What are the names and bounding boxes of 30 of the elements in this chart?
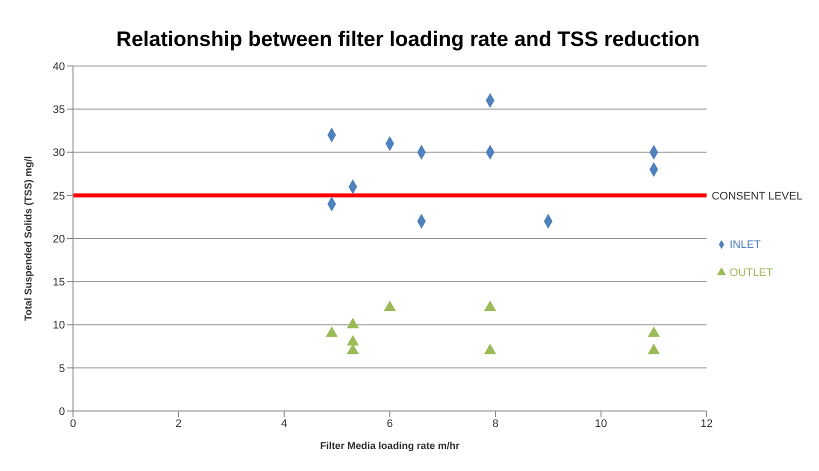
y-tick-label: 15 <box>52 276 65 289</box>
x-tick-label: 8 <box>492 418 498 430</box>
x-tick-label: 4 <box>281 418 288 430</box>
y-tick-label: 30 <box>52 147 65 160</box>
y-tick-label: 5 <box>58 362 65 375</box>
y-tick-label: 0 <box>58 406 65 418</box>
x-tick-label: 6 <box>386 418 393 430</box>
x-tick-label: 10 <box>594 418 608 430</box>
legend-label: OUTLET <box>730 266 773 278</box>
point <box>346 334 359 346</box>
chart-title: Relationship between filter loading rate and TSS reduction <box>115 27 701 53</box>
point <box>648 344 660 354</box>
y-tick-label: 25 <box>52 190 65 202</box>
point <box>326 326 338 337</box>
x-tick-label: 2 <box>176 418 182 430</box>
x-tick-label: 12 <box>700 418 713 430</box>
y-tick-label: 20 <box>52 233 65 246</box>
point <box>648 326 660 337</box>
point <box>384 300 396 312</box>
y-tick-label: 10 <box>52 320 65 332</box>
x-axis-title: Filter Media loading rate m/hr <box>320 441 460 452</box>
x-tick-label: 0 <box>70 418 76 430</box>
legend-label: INLET <box>730 238 761 250</box>
point <box>484 300 496 312</box>
point <box>346 318 359 328</box>
y-tick-label: 35 <box>52 104 65 116</box>
y-axis-title: Total Suspended Solids (TSS) mg/l <box>24 156 35 321</box>
ref-line-label: CONSENT LEVEL <box>712 190 802 202</box>
y-tick-label: 40 <box>52 60 65 73</box>
point <box>484 344 496 354</box>
